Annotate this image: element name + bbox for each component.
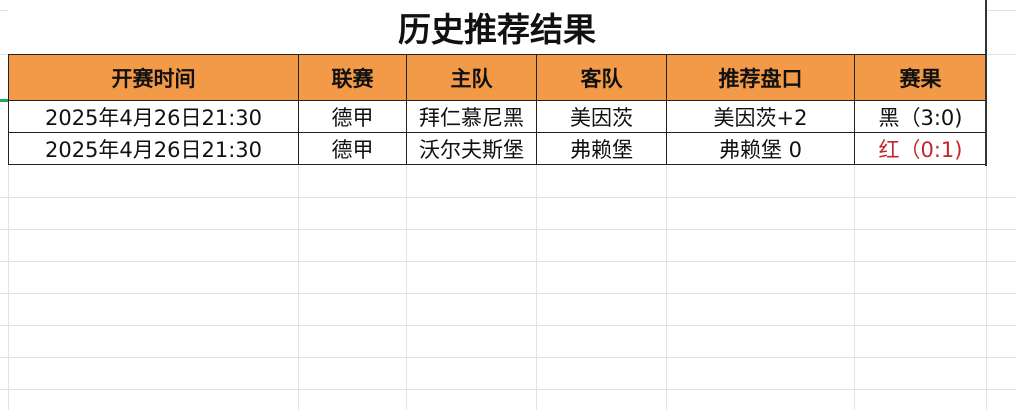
cell-result[interactable]: 红（0:1)	[854, 132, 987, 165]
header-league[interactable]: 联赛	[298, 54, 407, 101]
cell-start-time[interactable]: 2025年4月26日21:30	[8, 132, 299, 165]
cell-away[interactable]: 美因茨	[536, 100, 667, 133]
results-table: 开赛时间 联赛 主队 客队 推荐盘口 赛果 2025年4月26日21:30 德甲…	[8, 54, 987, 165]
grid-line	[0, 197, 1016, 198]
grid-line	[0, 325, 1016, 326]
header-home[interactable]: 主队	[406, 54, 537, 101]
grid-line	[298, 0, 299, 410]
cell-handicap[interactable]: 弗赖堡 0	[666, 132, 855, 165]
cell-result[interactable]: 黑（3:0)	[854, 100, 987, 133]
cell-start-time[interactable]: 2025年4月26日21:30	[8, 100, 299, 133]
cell-league[interactable]: 德甲	[298, 100, 407, 133]
grid-line	[536, 0, 537, 410]
grid-line	[0, 357, 1016, 358]
row-selection-indicator	[0, 99, 8, 102]
grid-line	[986, 0, 987, 410]
cell-away[interactable]: 弗赖堡	[536, 132, 667, 165]
grid-line	[0, 261, 1016, 262]
grid-line	[0, 229, 1016, 230]
header-handicap[interactable]: 推荐盘口	[666, 54, 855, 101]
column-border	[985, 0, 987, 166]
grid-line	[406, 0, 407, 410]
cell-home[interactable]: 沃尔夫斯堡	[406, 132, 537, 165]
grid-line	[666, 0, 667, 410]
grid-line	[8, 0, 9, 410]
sheet-title[interactable]: 历史推荐结果	[8, 0, 986, 54]
grid-line	[854, 0, 855, 410]
table-row: 2025年4月26日21:30 德甲 沃尔夫斯堡 弗赖堡 弗赖堡 0 红（0:1…	[8, 132, 987, 165]
cell-handicap[interactable]: 美因茨+2	[666, 100, 855, 133]
table-row: 2025年4月26日21:30 德甲 拜仁慕尼黑 美因茨 美因茨+2 黑（3:0…	[8, 100, 987, 133]
cell-home[interactable]: 拜仁慕尼黑	[406, 100, 537, 133]
grid-line	[0, 293, 1016, 294]
cell-league[interactable]: 德甲	[298, 132, 407, 165]
header-row: 开赛时间 联赛 主队 客队 推荐盘口 赛果	[8, 54, 987, 101]
header-start-time[interactable]: 开赛时间	[8, 54, 299, 101]
header-away[interactable]: 客队	[536, 54, 667, 101]
header-result[interactable]: 赛果	[854, 54, 987, 101]
grid-line	[0, 389, 1016, 390]
